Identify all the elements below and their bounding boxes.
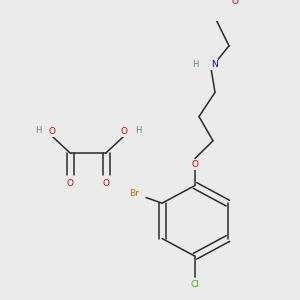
Text: O: O [121,127,128,136]
Text: H: H [135,126,141,135]
Text: N: N [211,60,218,69]
Text: O: O [232,0,238,6]
Text: Br: Br [129,189,139,198]
Text: H: H [35,126,41,135]
Text: O: O [103,179,110,188]
Text: O: O [191,160,199,169]
Text: H: H [192,60,198,69]
Text: Cl: Cl [190,280,200,289]
Text: O: O [67,179,73,188]
Text: O: O [49,127,56,136]
